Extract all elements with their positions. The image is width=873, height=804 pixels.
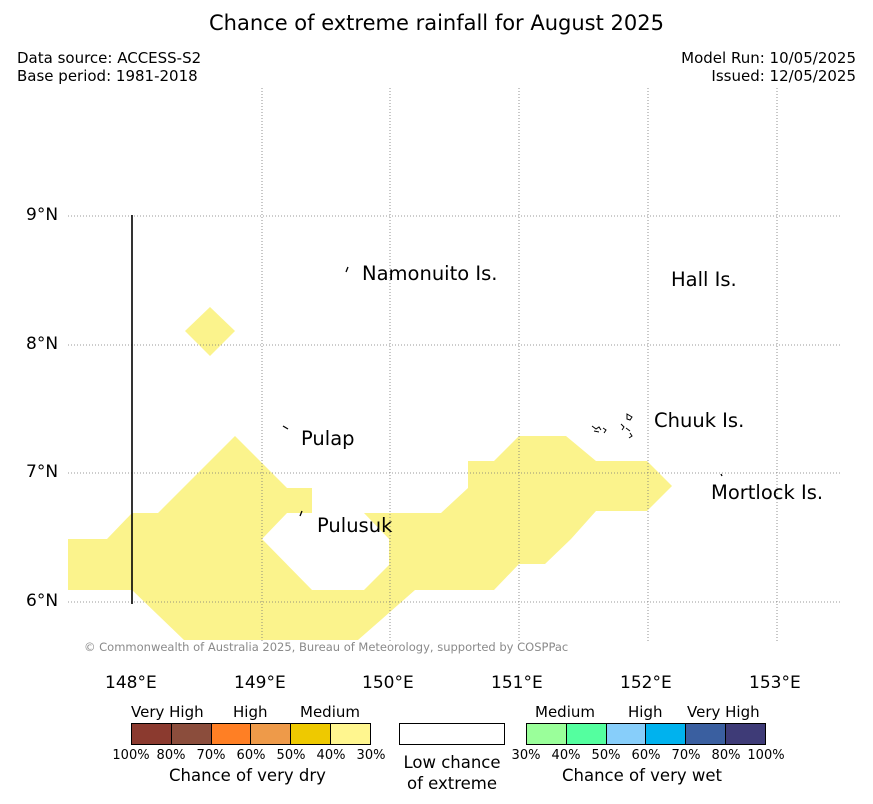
dry-heading-very-high: Very High [131,703,204,721]
neutral-label: Low chance of extreme [399,752,505,794]
lon-label: 150°E [362,673,414,693]
place-hall: Hall Is. [671,268,737,291]
place-pulusuk: Pulusuk [317,514,393,537]
dry-swatch [210,724,251,744]
place-namonuito: Namonuito Is. [362,262,498,285]
wet-colorbar-title: Chance of very wet [562,766,722,785]
neutral-label-line2: of extreme [406,774,498,793]
dry-swatch [250,724,291,744]
wet-tick-label: 60% [631,748,661,763]
place-chuuk: Chuuk Is. [654,409,745,432]
dry-colorbar-title: Chance of very dry [169,766,326,785]
wet-tick-label: 40% [551,748,581,763]
wet-swatch [605,724,646,744]
lat-label: 9°N [26,205,59,225]
wet-swatch [685,724,726,744]
dry-swatch [290,724,331,744]
wet-heading-very-high: Very High [687,703,760,721]
lat-label: 7°N [26,462,59,482]
wet-tick-label: 50% [591,748,621,763]
wet-tick-label: 30% [511,748,541,763]
dry-tick-label: 100% [112,748,150,763]
dry-tick-label: 40% [316,748,346,763]
lon-label: 152°E [620,673,672,693]
shading-patch-north [185,307,235,356]
copyright-notice: © Commonwealth of Australia 2025, Bureau… [84,640,569,654]
dry-swatch [132,724,171,744]
wet-swatch [645,724,686,744]
islands [282,266,723,517]
island-chuuk [591,413,633,439]
dry-heading-high: High [233,703,268,721]
base-period: Base period: 1981-2018 [17,67,198,85]
wet-tick-label: 100% [747,748,785,763]
wet-swatch [565,724,606,744]
dry-tick-label: 30% [356,748,386,763]
map-title: Chance of extreme rainfall for August 20… [209,11,664,35]
island-namonuito [345,266,349,273]
rainfall-shading [68,307,672,640]
dry-tick-label: 80% [156,748,186,763]
dry-swatch [170,724,211,744]
wet-swatch [527,724,566,744]
lat-label: 6°N [26,591,59,611]
island-mortlock [720,473,723,477]
wet-heading-medium: Medium [535,703,595,721]
lon-label: 153°E [749,673,801,693]
wet-tick-label: 70% [671,748,701,763]
lon-label: 149°E [234,673,286,693]
shading-patch-west [68,436,672,640]
island-pulap [282,425,289,430]
meta-left: Data source: ACCESS-S2 Base period: 1981… [17,49,201,85]
data-source: Data source: ACCESS-S2 [17,49,202,67]
graticule [68,88,842,642]
lon-label: 151°E [491,673,543,693]
wet-tick-label: 80% [711,748,741,763]
issued-date: Issued: 12/05/2025 [711,67,856,85]
dry-tick-label: 50% [276,748,306,763]
dry-heading-medium: Medium [300,703,360,721]
wet-heading-high: High [628,703,663,721]
model-run: Model Run: 10/05/2025 [681,49,856,67]
place-mortlock: Mortlock Is. [711,481,824,504]
dry-tick-label: 70% [196,748,226,763]
wet-swatch [725,724,765,744]
island-pulusuk [299,510,303,517]
lat-label: 8°N [26,334,59,354]
dry-colorbar [131,723,371,745]
dry-swatch [330,724,370,744]
lon-label: 148°E [105,673,157,693]
neutral-swatch [399,723,505,745]
neutral-label-line1: Low chance [403,753,501,772]
dry-tick-label: 60% [236,748,266,763]
meta-right: Model Run: 10/05/2025 Issued: 12/05/2025 [681,49,856,85]
place-pulap: Pulap [301,427,355,450]
wet-colorbar [526,723,766,745]
